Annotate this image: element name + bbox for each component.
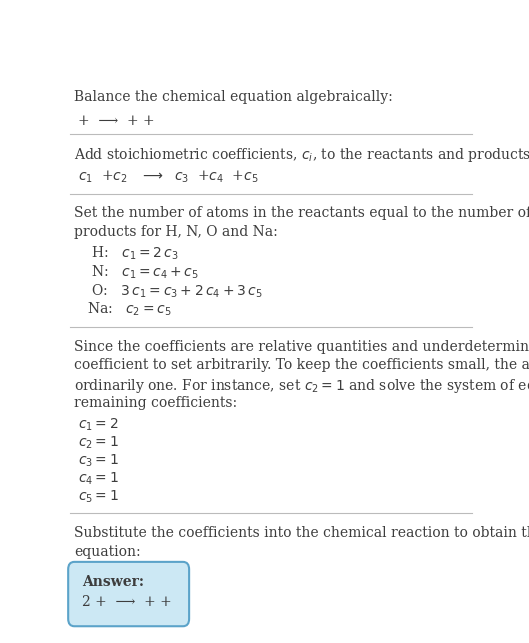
Text: coefficient to set arbitrarily. To keep the coefficients small, the arbitrary va: coefficient to set arbitrarily. To keep … xyxy=(74,358,529,372)
Text: $c_5 = 1$: $c_5 = 1$ xyxy=(78,488,119,505)
Text: products for H, N, O and Na:: products for H, N, O and Na: xyxy=(74,224,278,239)
Text: $c_1 = 2$: $c_1 = 2$ xyxy=(78,417,119,433)
Text: remaining coefficients:: remaining coefficients: xyxy=(74,396,238,410)
Text: $c_1$  +$c_2$   $\longrightarrow$  $c_3$  +$c_4$  +$c_5$: $c_1$ +$c_2$ $\longrightarrow$ $c_3$ +$c… xyxy=(78,168,259,185)
Text: Set the number of atoms in the reactants equal to the number of atoms in the: Set the number of atoms in the reactants… xyxy=(74,206,529,220)
Text: 2 +  ⟶  + +: 2 + ⟶ + + xyxy=(81,595,171,609)
Text: +  ⟶  + +: + ⟶ + + xyxy=(78,114,155,129)
FancyBboxPatch shape xyxy=(68,562,189,626)
Text: equation:: equation: xyxy=(74,545,141,559)
Text: ordinarily one. For instance, set $c_2 = 1$ and solve the system of equations fo: ordinarily one. For instance, set $c_2 =… xyxy=(74,377,529,395)
Text: Balance the chemical equation algebraically:: Balance the chemical equation algebraica… xyxy=(74,89,393,104)
Text: Na:   $c_2 = c_5$: Na: $c_2 = c_5$ xyxy=(87,301,171,318)
Text: $c_4 = 1$: $c_4 = 1$ xyxy=(78,470,119,487)
Text: Answer:: Answer: xyxy=(81,575,144,589)
Text: O:   $3\,c_1 = c_3 + 2\,c_4 + 3\,c_5$: O: $3\,c_1 = c_3 + 2\,c_4 + 3\,c_5$ xyxy=(87,282,262,300)
Text: Add stoichiometric coefficients, $c_i$, to the reactants and products:: Add stoichiometric coefficients, $c_i$, … xyxy=(74,147,529,165)
Text: $c_2 = 1$: $c_2 = 1$ xyxy=(78,435,119,451)
Text: H:   $c_1 = 2\,c_3$: H: $c_1 = 2\,c_3$ xyxy=(87,244,178,262)
Text: N:   $c_1 = c_4 + c_5$: N: $c_1 = c_4 + c_5$ xyxy=(87,264,198,281)
Text: Since the coefficients are relative quantities and underdetermined, choose a: Since the coefficients are relative quan… xyxy=(74,340,529,354)
Text: Substitute the coefficients into the chemical reaction to obtain the balanced: Substitute the coefficients into the che… xyxy=(74,526,529,539)
Text: $c_3 = 1$: $c_3 = 1$ xyxy=(78,453,119,469)
